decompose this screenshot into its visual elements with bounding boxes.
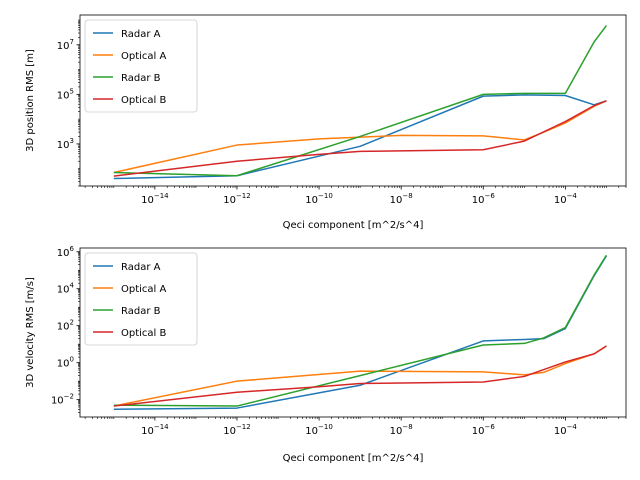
legend-box	[84, 252, 198, 346]
series-line-radar-b	[113, 25, 608, 177]
x-tick-label: 10−10	[305, 192, 333, 206]
axes-frame	[79, 14, 627, 187]
legend-label: Radar A	[121, 262, 161, 273]
x-tick-label: 10−4	[554, 192, 578, 206]
legend-box	[84, 19, 198, 113]
chart-panel-2: 10−14 10−12 10−10 10−8 10−6 10−4 10−2 100 102 104…	[25, 245, 627, 464]
series-line-radar-b	[113, 254, 608, 407]
series-line-radar-a	[113, 94, 607, 180]
y-tick-label: 105	[57, 87, 74, 101]
x-tick-label: 10−12	[223, 423, 251, 437]
x-axis-label: Qeci component [m^2/s^4]	[283, 220, 424, 231]
y-axis-label: 3D position RMS [m]	[25, 49, 36, 152]
legend-label: Optical A	[121, 51, 167, 62]
y-tick-label: 107	[57, 38, 74, 52]
x-tick-label: 10−12	[223, 192, 251, 206]
x-tick-label: 10−4	[554, 423, 578, 437]
legend-label: Radar A	[121, 29, 161, 40]
x-tick-label: 10−8	[390, 192, 413, 206]
y-axis-label: 3D velocity RMS [m/s]	[25, 277, 36, 388]
y-tick-label: 103	[57, 137, 74, 151]
y-tick-label: 100	[57, 356, 74, 370]
legend: Radar A Optical A Radar B Optical B	[84, 19, 198, 113]
y-tick-label: 104	[57, 282, 75, 296]
chart-panel-1: 10−14 10−12 10−10 10−8 10−6 10−4 103 105 107 Qeci…	[25, 14, 627, 231]
x-tick-label: 10−6	[472, 423, 496, 437]
series-line-optical-b	[113, 345, 607, 407]
legend-label: Optical B	[121, 328, 167, 339]
x-tick-label: 10−14	[141, 423, 169, 437]
series-line-optical-a	[113, 100, 607, 174]
legend-label: Optical B	[121, 95, 167, 106]
y-tick-label: 102	[57, 319, 74, 333]
x-tick-label: 10−10	[305, 423, 333, 437]
x-axis-label: Qeci component [m^2/s^4]	[283, 453, 424, 464]
x-tick-label: 10−14	[141, 192, 169, 206]
axes-frame	[79, 247, 627, 418]
legend: Radar A Optical A Radar B Optical B	[84, 252, 198, 346]
legend-label: Radar B	[121, 306, 161, 317]
x-tick-label: 10−6	[472, 192, 496, 206]
y-tick-label: 10−2	[51, 393, 74, 407]
legend-label: Radar B	[121, 73, 161, 84]
x-tick-label: 10−8	[390, 423, 413, 437]
legend-label: Optical A	[121, 284, 167, 295]
y-tick-label: 106	[57, 245, 75, 259]
series-line-optical-b	[113, 100, 607, 177]
